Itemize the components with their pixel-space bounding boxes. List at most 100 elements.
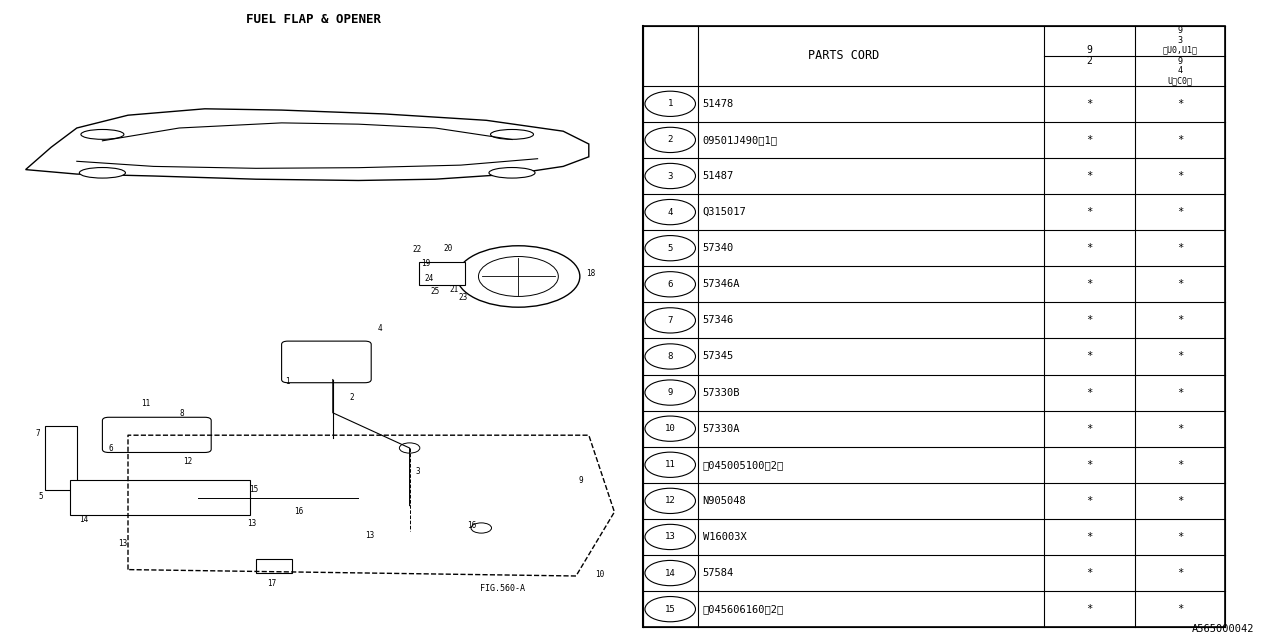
Circle shape — [479, 257, 558, 296]
Ellipse shape — [490, 129, 534, 140]
Text: *: * — [1087, 243, 1093, 253]
Text: 14: 14 — [664, 568, 676, 577]
Ellipse shape — [489, 168, 535, 178]
Text: *: * — [1176, 243, 1183, 253]
Text: *: * — [1087, 279, 1093, 289]
Text: *: * — [1176, 532, 1183, 542]
Text: 12: 12 — [664, 497, 676, 506]
Text: 13: 13 — [118, 539, 127, 548]
Text: 6: 6 — [109, 444, 114, 453]
Text: 10: 10 — [595, 570, 604, 579]
Text: *: * — [1087, 351, 1093, 362]
Text: 11: 11 — [141, 399, 150, 408]
Text: FUEL FLAP & OPENER: FUEL FLAP & OPENER — [246, 13, 381, 26]
Text: 23: 23 — [458, 293, 468, 302]
Text: 51478: 51478 — [703, 99, 733, 109]
Text: *: * — [1176, 604, 1183, 614]
Text: 13: 13 — [664, 532, 676, 541]
Text: *: * — [1176, 135, 1183, 145]
Text: 09501J490（1）: 09501J490（1） — [703, 135, 777, 145]
Text: *: * — [1087, 99, 1093, 109]
Text: 8: 8 — [668, 352, 673, 361]
Text: 9: 9 — [668, 388, 673, 397]
Text: 6: 6 — [668, 280, 673, 289]
Circle shape — [471, 523, 492, 533]
Text: *: * — [1176, 316, 1183, 325]
Text: *: * — [1087, 496, 1093, 506]
Text: 20: 20 — [443, 244, 453, 253]
Text: 25: 25 — [430, 287, 440, 296]
Text: 57330B: 57330B — [703, 388, 740, 397]
Text: *: * — [1176, 388, 1183, 397]
Text: 57345: 57345 — [703, 351, 733, 362]
Text: PARTS CORD: PARTS CORD — [808, 49, 879, 62]
Text: 3: 3 — [416, 467, 421, 476]
Text: Ⓢ045005100（2）: Ⓢ045005100（2） — [703, 460, 783, 470]
Text: 24: 24 — [424, 274, 434, 283]
Text: 5: 5 — [668, 244, 673, 253]
Text: 13: 13 — [365, 531, 374, 540]
Text: 7: 7 — [36, 429, 41, 438]
Text: *: * — [1087, 532, 1093, 542]
Text: 9
4
U〈C0〉: 9 4 U〈C0〉 — [1167, 56, 1193, 85]
Text: *: * — [1087, 388, 1093, 397]
Text: N905048: N905048 — [703, 496, 746, 506]
Text: 21: 21 — [449, 285, 460, 294]
Text: *: * — [1087, 171, 1093, 181]
Text: 51487: 51487 — [703, 171, 733, 181]
Circle shape — [399, 443, 420, 453]
Text: 1: 1 — [668, 99, 673, 108]
Text: *: * — [1176, 99, 1183, 109]
Text: *: * — [1087, 604, 1093, 614]
Text: *: * — [1087, 316, 1093, 325]
Text: 1: 1 — [285, 377, 291, 386]
Ellipse shape — [79, 168, 125, 178]
Text: A565000042: A565000042 — [1192, 623, 1254, 634]
Text: 22: 22 — [412, 245, 422, 254]
Bar — [70, 480, 250, 515]
Text: 11: 11 — [664, 460, 676, 469]
Bar — [419, 262, 465, 285]
Text: *: * — [1087, 460, 1093, 470]
Bar — [45, 426, 77, 490]
Text: 15: 15 — [250, 484, 259, 493]
Text: 9
3
〈U0,U1〉: 9 3 〈U0,U1〉 — [1162, 26, 1197, 55]
Text: 18: 18 — [586, 269, 595, 278]
Bar — [643, 26, 1225, 627]
Text: 57340: 57340 — [703, 243, 733, 253]
PathPatch shape — [26, 109, 589, 180]
Text: *: * — [1087, 135, 1093, 145]
Text: 3: 3 — [668, 172, 673, 180]
Text: 16: 16 — [294, 507, 303, 516]
Text: *: * — [1176, 568, 1183, 578]
FancyBboxPatch shape — [282, 341, 371, 383]
Text: 57330A: 57330A — [703, 424, 740, 434]
Text: 57346: 57346 — [703, 316, 733, 325]
Text: 8: 8 — [179, 409, 184, 418]
Text: *: * — [1176, 171, 1183, 181]
Text: 9
2: 9 2 — [1087, 45, 1093, 67]
Text: *: * — [1176, 207, 1183, 217]
Text: *: * — [1176, 279, 1183, 289]
Text: *: * — [1087, 207, 1093, 217]
Text: 7: 7 — [668, 316, 673, 325]
Bar — [256, 559, 292, 573]
Text: *: * — [1176, 496, 1183, 506]
Text: 5: 5 — [38, 492, 44, 501]
Text: 57584: 57584 — [703, 568, 733, 578]
Text: 17: 17 — [268, 579, 276, 588]
Text: 57346A: 57346A — [703, 279, 740, 289]
Text: *: * — [1087, 568, 1093, 578]
Text: Q315017: Q315017 — [703, 207, 746, 217]
Text: 4: 4 — [668, 207, 673, 216]
Text: 16: 16 — [467, 521, 476, 530]
Text: *: * — [1176, 424, 1183, 434]
Circle shape — [457, 246, 580, 307]
Text: 4: 4 — [378, 324, 383, 333]
Ellipse shape — [81, 129, 124, 140]
Text: 10: 10 — [664, 424, 676, 433]
Text: 13: 13 — [247, 519, 256, 528]
Text: *: * — [1176, 460, 1183, 470]
Text: W16003X: W16003X — [703, 532, 746, 542]
Text: 19: 19 — [421, 259, 431, 268]
